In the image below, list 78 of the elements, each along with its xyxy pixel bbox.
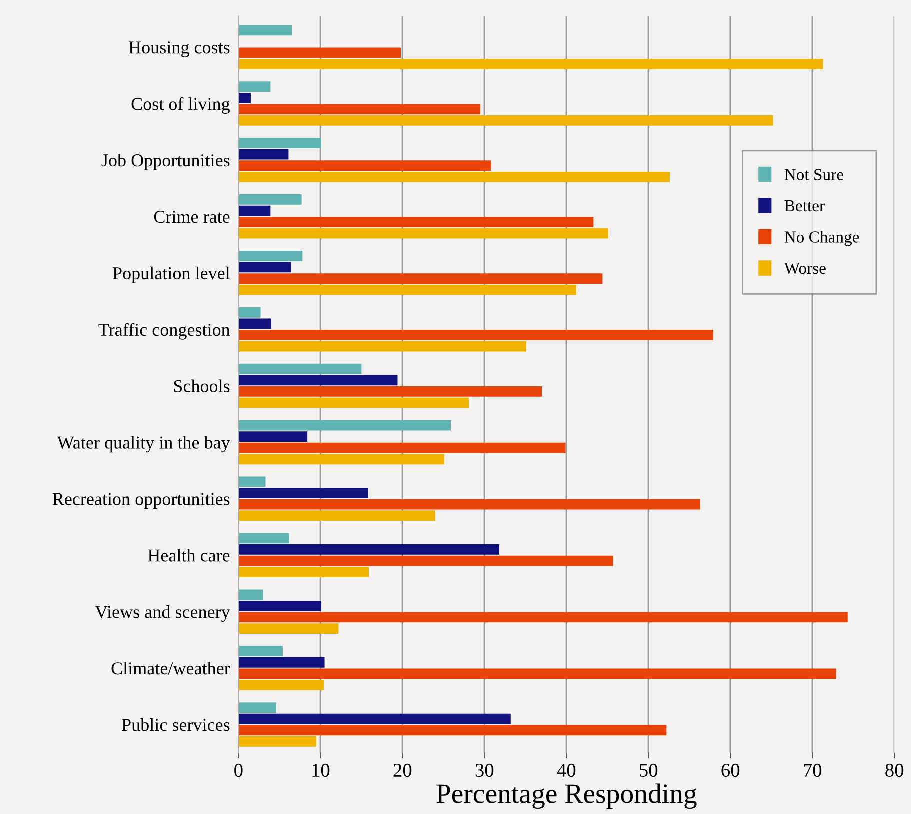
bar <box>238 251 303 262</box>
bar <box>238 612 848 623</box>
bar <box>238 488 368 498</box>
bar <box>238 680 324 690</box>
x-tick-label: 80 <box>886 764 904 778</box>
bar <box>238 567 370 578</box>
bar <box>238 702 276 713</box>
bar <box>238 48 402 58</box>
bar <box>238 59 824 70</box>
bar <box>238 375 398 386</box>
bar <box>238 533 290 544</box>
bar <box>238 590 264 600</box>
bar <box>238 228 608 239</box>
x-tick-label: 40 <box>557 764 576 778</box>
y-tick-label: Traffic congestion <box>98 323 230 340</box>
legend-label: Better <box>784 200 825 212</box>
bar <box>238 510 436 522</box>
legend-label: Not Sure <box>784 169 844 180</box>
bar <box>238 714 511 724</box>
x-tick-label: 60 <box>722 764 740 778</box>
bar <box>238 92 251 104</box>
bar <box>238 556 614 566</box>
bar <box>238 454 444 465</box>
bar <box>238 736 317 747</box>
y-tick-label: Schools <box>174 380 230 392</box>
y-tick-label: Housing costs <box>129 42 230 58</box>
bar <box>238 138 322 148</box>
bar <box>238 25 292 36</box>
bar <box>238 341 526 352</box>
bar <box>238 82 271 92</box>
bar <box>238 432 308 442</box>
x-tick-label: 50 <box>640 764 658 778</box>
y-tick-label: Job Opportunities <box>102 154 230 170</box>
x-tick-label: 30 <box>476 764 494 778</box>
bar <box>238 206 271 216</box>
bar <box>238 149 289 160</box>
x-tick-label: 0 <box>234 764 243 778</box>
bar <box>238 364 362 374</box>
y-tick-label: Recreation opportunities <box>52 493 230 510</box>
legend-label: No Change <box>784 231 860 246</box>
bar <box>238 330 714 340</box>
x-axis-title: Percentage Responding <box>436 784 697 810</box>
y-tick-label: Public services <box>122 718 230 732</box>
y-tick-label: Crime rate <box>154 210 230 224</box>
bar <box>238 386 542 397</box>
bar <box>238 217 594 228</box>
bar <box>238 646 283 657</box>
bar <box>238 307 261 318</box>
bar <box>238 160 492 172</box>
bar <box>238 600 322 612</box>
bar <box>238 499 700 510</box>
bar <box>238 476 266 488</box>
y-tick-label: Water quality in the bay <box>57 436 230 453</box>
bar <box>238 262 292 273</box>
bar <box>238 398 470 408</box>
bar <box>238 544 500 555</box>
x-tick-label: 20 <box>394 764 412 778</box>
y-tick-label: Population level <box>113 266 230 284</box>
bar <box>238 725 667 736</box>
y-tick-label: Health care <box>148 549 230 562</box>
y-tick-label: Cost of living <box>132 97 230 114</box>
bar <box>238 284 576 296</box>
bar <box>238 442 566 454</box>
x-tick-label: 10 <box>312 764 330 778</box>
bar <box>238 420 452 431</box>
y-tick-label: Climate/weather <box>112 662 230 675</box>
bar <box>238 318 272 330</box>
bar <box>238 116 774 126</box>
bar <box>238 172 670 182</box>
bar <box>238 668 836 680</box>
x-tick-label: 70 <box>804 764 822 778</box>
bar <box>238 657 325 668</box>
bar <box>238 194 302 205</box>
y-tick-label: Views and scenery <box>95 606 230 622</box>
bar <box>238 624 339 634</box>
bar <box>238 104 481 115</box>
legend-label: Worse <box>784 263 826 274</box>
bar <box>238 274 603 284</box>
